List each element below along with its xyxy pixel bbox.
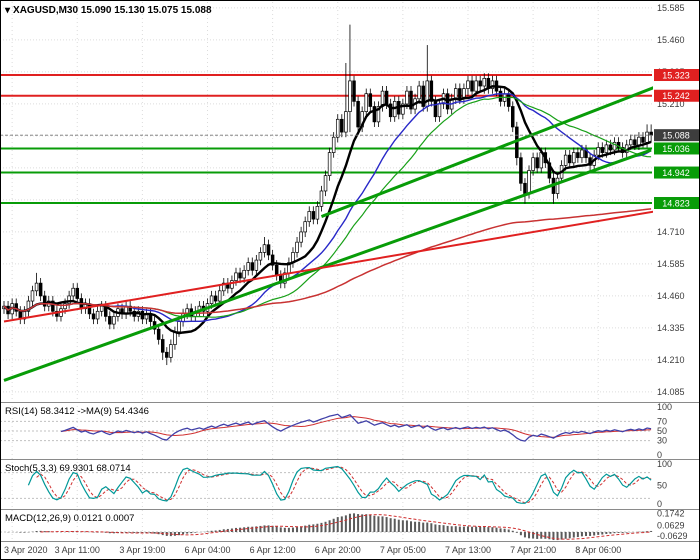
rsi-indicator-label[interactable]: RSI(14) 58.3412 ->MA(9) 54.4346 <box>5 406 149 417</box>
chart-title: ▾ XAGUSD,M30 15.090 15.130 15.075 15.088 <box>4 5 212 16</box>
macd-tick: 0.0629 <box>657 520 685 530</box>
rsi-tick: 50 <box>657 426 667 436</box>
resistance-price-badge-text: 15.323 <box>662 71 690 81</box>
rsi-tick: 0 <box>657 450 662 460</box>
trendlines <box>3 68 700 382</box>
time-tick-label: 8 Apr 06:00 <box>575 545 621 555</box>
price-tick: 14.335 <box>657 323 685 333</box>
price-tick: 15.585 <box>657 3 685 13</box>
macd-tick: 0.1742 <box>657 509 685 519</box>
stoch-tick: 100 <box>657 459 672 469</box>
moving-average-lines <box>3 85 652 335</box>
macd-indicator-label[interactable]: MACD(12,26,9) 0.0121 0.0007 <box>5 513 134 524</box>
price-tick: 14.585 <box>657 259 685 269</box>
rsi-tick: 30 <box>657 436 667 446</box>
time-tick-label: 3 Apr 19:00 <box>119 545 165 555</box>
price-axis: 15.58515.46015.33515.21014.71014.58514.4… <box>0 3 699 397</box>
rsi-tick: 70 <box>657 416 667 426</box>
support-price-badge-text: 14.942 <box>662 168 690 178</box>
support-price-badge[interactable] <box>654 166 699 179</box>
time-tick-label: 6 Apr 20:00 <box>315 545 361 555</box>
time-tick-label: 7 Apr 13:00 <box>445 545 491 555</box>
current-price-badge-text: 15.088 <box>662 131 690 141</box>
price-tick: 15.460 <box>657 35 685 45</box>
trend-resistance-line[interactable] <box>3 204 700 323</box>
resistance-price-badge[interactable] <box>654 89 699 102</box>
chart-title-text: XAGUSD,M30 15.090 15.130 15.075 15.088 <box>13 5 212 16</box>
support-price-badge-text: 14.823 <box>662 199 690 209</box>
support-price-badge-text: 15.036 <box>662 144 690 154</box>
time-tick-label: 6 Apr 04:00 <box>184 545 230 555</box>
time-tick-label: 3 Apr 11:00 <box>55 545 100 555</box>
resistance-price-badge[interactable] <box>654 69 699 82</box>
trend-support-line[interactable] <box>3 148 652 382</box>
symbol-dropdown-icon[interactable]: ▾ <box>4 5 11 16</box>
time-tick-label: 7 Apr 21:00 <box>510 545 556 555</box>
stoch-tick: 50 <box>657 481 667 491</box>
price-tick: 14.210 <box>657 355 685 365</box>
price-level-lines <box>0 74 652 205</box>
time-tick-label: 3 Apr 2020 <box>4 545 48 555</box>
current-price-badge[interactable] <box>654 129 699 142</box>
rsi-tick: 100 <box>657 402 672 412</box>
support-price-badge[interactable] <box>654 142 699 155</box>
trend-support-line[interactable] <box>320 68 700 218</box>
time-tick-label: 7 Apr 05:00 <box>380 545 426 555</box>
stoch-panel: 100 50 0 <box>0 459 672 509</box>
stoch-tick: 0 <box>657 499 662 509</box>
stoch-indicator-label[interactable]: Stoch(5,3,3) 69.9301 68.0714 <box>5 463 131 474</box>
time-tick-label: 6 Apr 12:00 <box>250 545 296 555</box>
price-tick: 14.460 <box>657 291 685 301</box>
support-price-badge[interactable] <box>654 197 699 210</box>
price-tick: 14.710 <box>657 227 685 237</box>
resistance-price-badge-text: 15.242 <box>662 91 690 101</box>
price-tick: 14.085 <box>657 387 685 397</box>
panel-separators <box>0 402 700 542</box>
time-axis: 3 Apr 2020 3 Apr 11:00 3 Apr 19:00 6 Apr 04… <box>4 545 621 555</box>
macd-tick: -0.0629 <box>657 531 688 541</box>
grid <box>0 2 652 541</box>
price-tick: 15.210 <box>657 99 685 109</box>
